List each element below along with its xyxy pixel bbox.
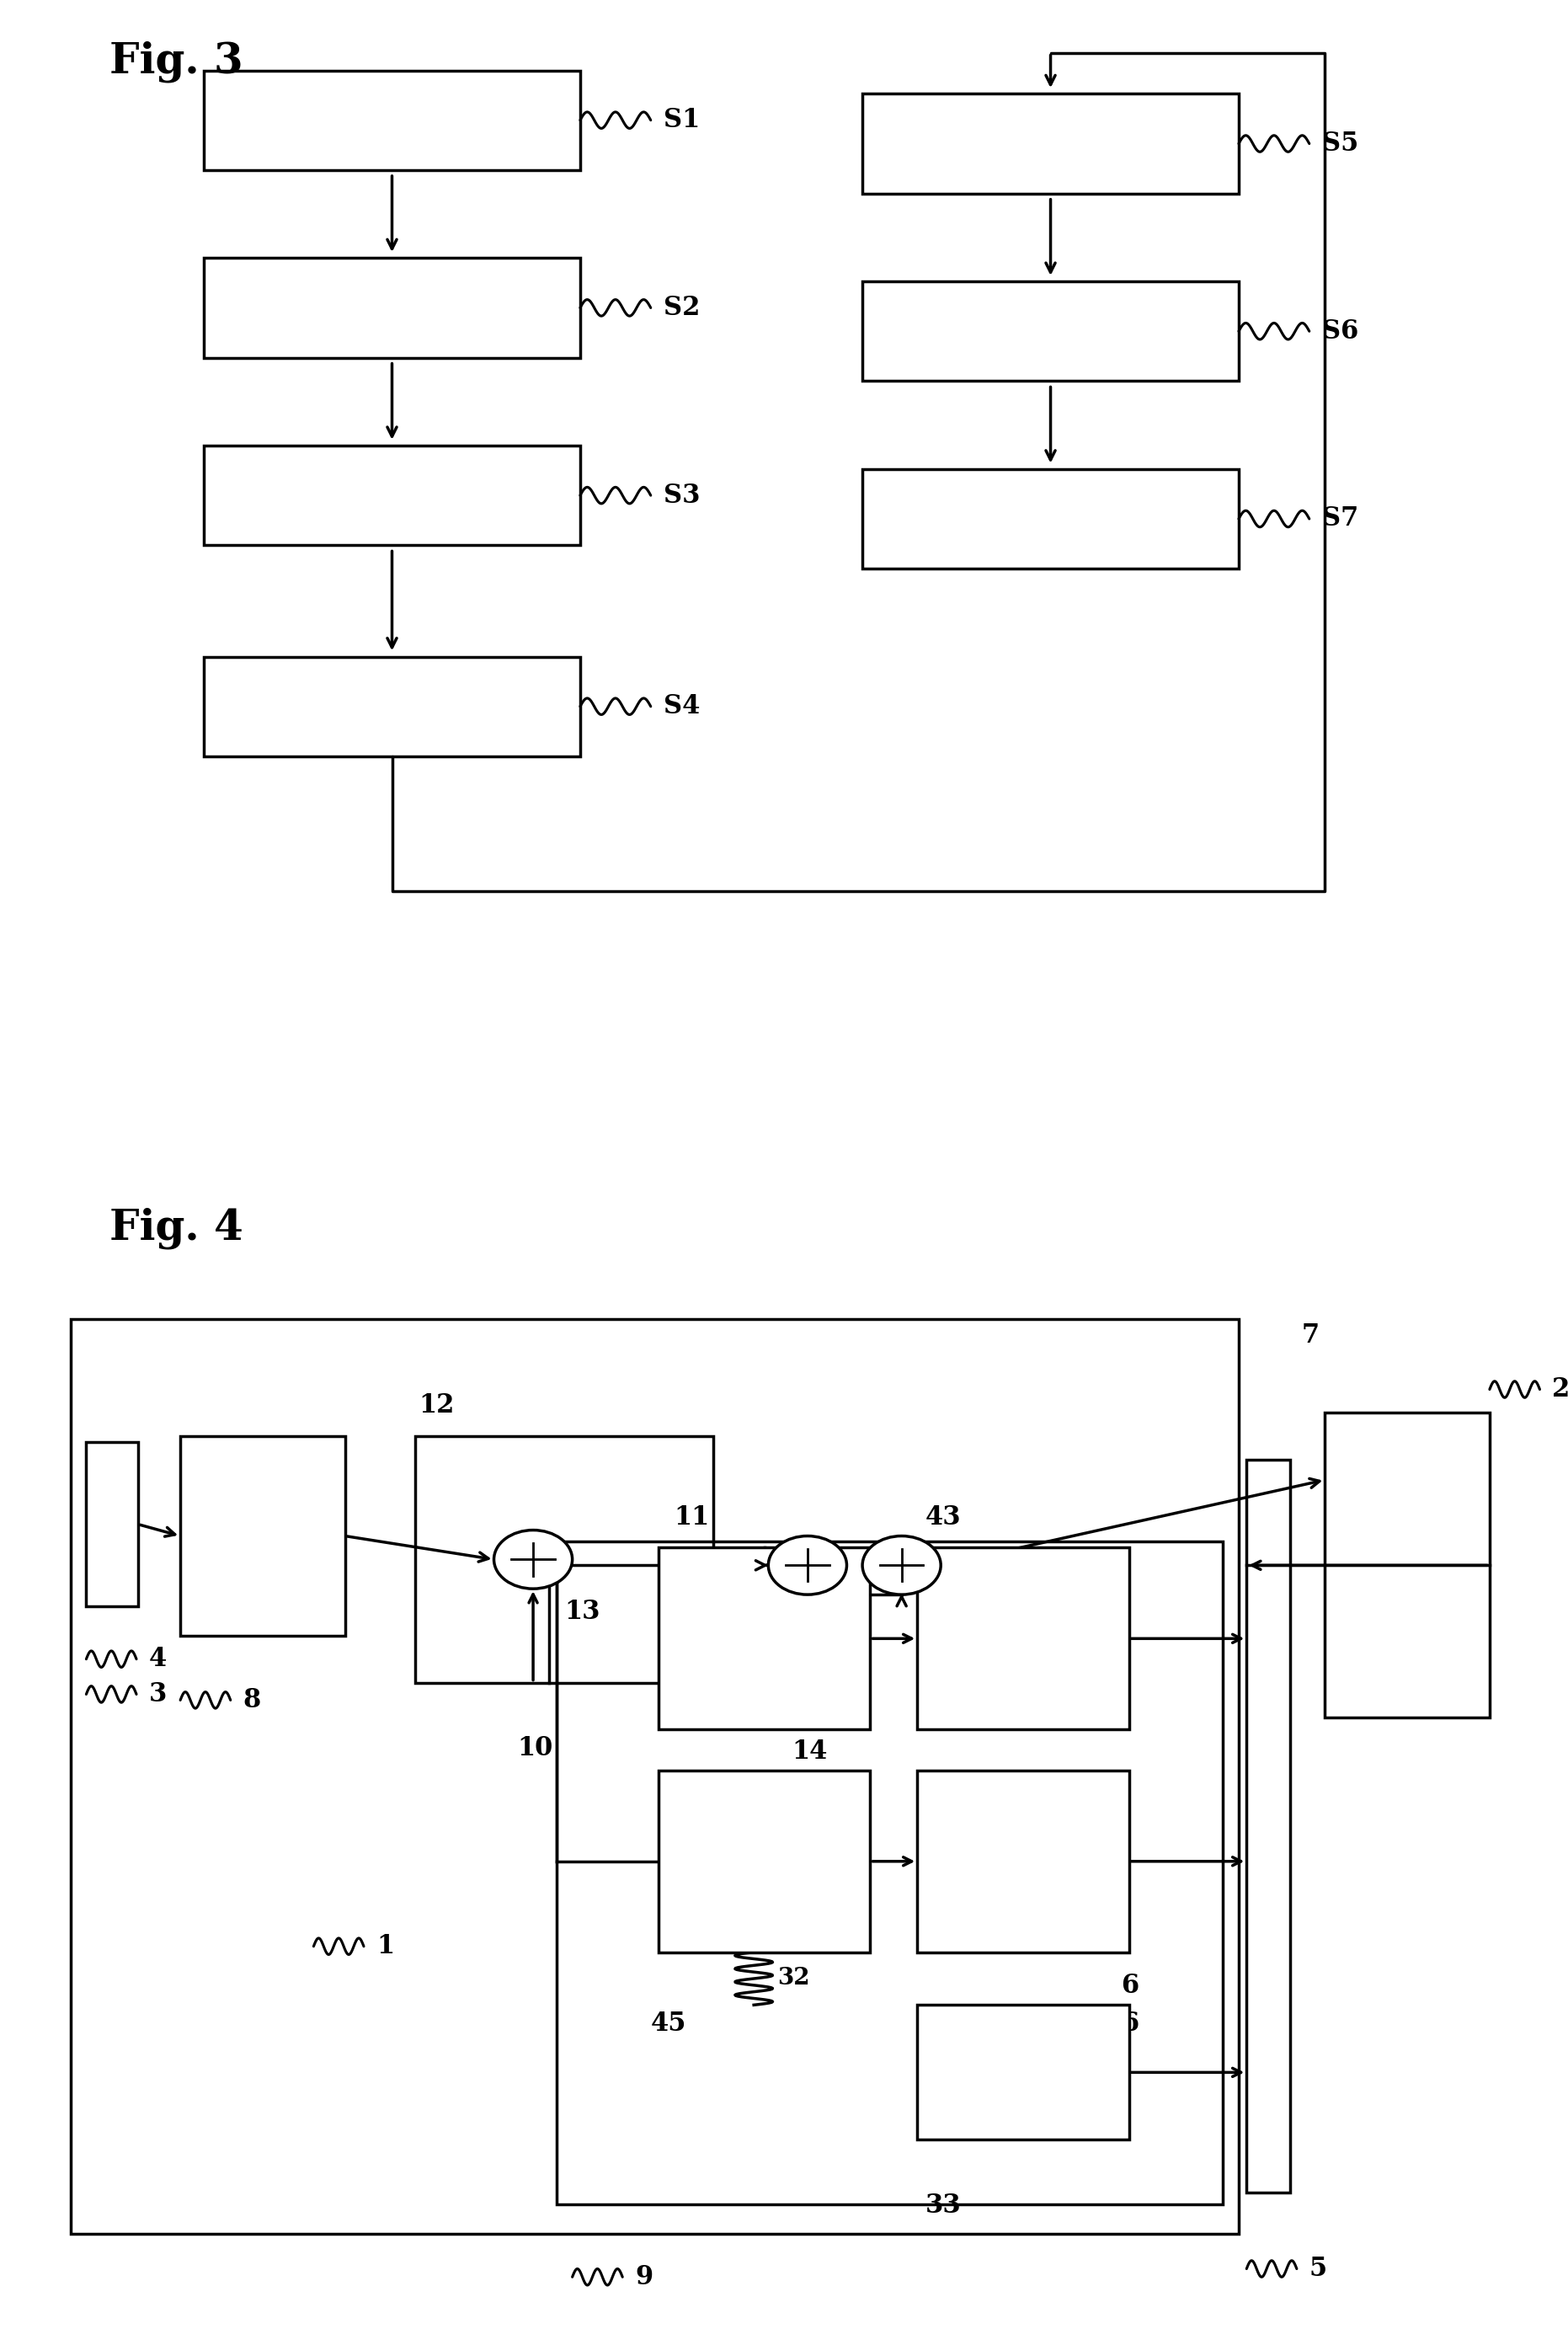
- Bar: [917, 2005, 1129, 2139]
- Text: S6: S6: [1322, 319, 1358, 345]
- Circle shape: [494, 1531, 572, 1590]
- Text: 1: 1: [376, 1932, 394, 1960]
- Text: 32: 32: [778, 1967, 809, 1991]
- Text: 45: 45: [651, 2010, 687, 2038]
- Bar: [659, 1548, 870, 1731]
- Text: 9: 9: [635, 2263, 652, 2291]
- Text: 2: 2: [1552, 1377, 1568, 1402]
- Text: 6: 6: [1121, 1972, 1138, 1998]
- Circle shape: [768, 1536, 847, 1595]
- Text: 10: 10: [517, 1735, 554, 1761]
- Text: 4: 4: [149, 1646, 166, 1672]
- Text: 43: 43: [925, 1503, 961, 1529]
- Text: 13: 13: [564, 1599, 601, 1625]
- Circle shape: [862, 1536, 941, 1595]
- Text: S3: S3: [663, 483, 699, 509]
- Text: S5: S5: [1322, 131, 1358, 157]
- Text: S1: S1: [663, 108, 699, 134]
- Bar: [862, 94, 1239, 195]
- Text: 5: 5: [1309, 2256, 1327, 2282]
- Bar: [862, 469, 1239, 567]
- Text: 6: 6: [1121, 2010, 1138, 2038]
- Text: 14: 14: [792, 1740, 828, 1766]
- Bar: [204, 258, 580, 356]
- Bar: [917, 1548, 1129, 1731]
- Text: 12: 12: [419, 1393, 455, 1419]
- Bar: [416, 1435, 713, 1684]
- Text: 8: 8: [243, 1686, 260, 1714]
- Text: S4: S4: [663, 694, 699, 720]
- Text: Fig. 4: Fig. 4: [110, 1208, 243, 1250]
- Text: 33: 33: [925, 2193, 961, 2218]
- Bar: [204, 70, 580, 171]
- Bar: [86, 1442, 138, 1606]
- Bar: [659, 1770, 870, 1951]
- Bar: [204, 446, 580, 544]
- Text: S7: S7: [1322, 507, 1358, 532]
- Text: Fig. 3: Fig. 3: [110, 42, 243, 82]
- Text: 3: 3: [149, 1681, 166, 1707]
- Bar: [1247, 1459, 1290, 2193]
- Bar: [71, 1318, 1239, 2232]
- Bar: [204, 657, 580, 755]
- Text: 11: 11: [674, 1503, 710, 1529]
- Text: 7: 7: [1301, 1323, 1319, 1348]
- Bar: [1325, 1412, 1490, 1717]
- Bar: [557, 1543, 1223, 2204]
- Bar: [917, 1770, 1129, 1951]
- Text: S2: S2: [663, 295, 699, 321]
- Bar: [862, 281, 1239, 382]
- Bar: [180, 1435, 345, 1637]
